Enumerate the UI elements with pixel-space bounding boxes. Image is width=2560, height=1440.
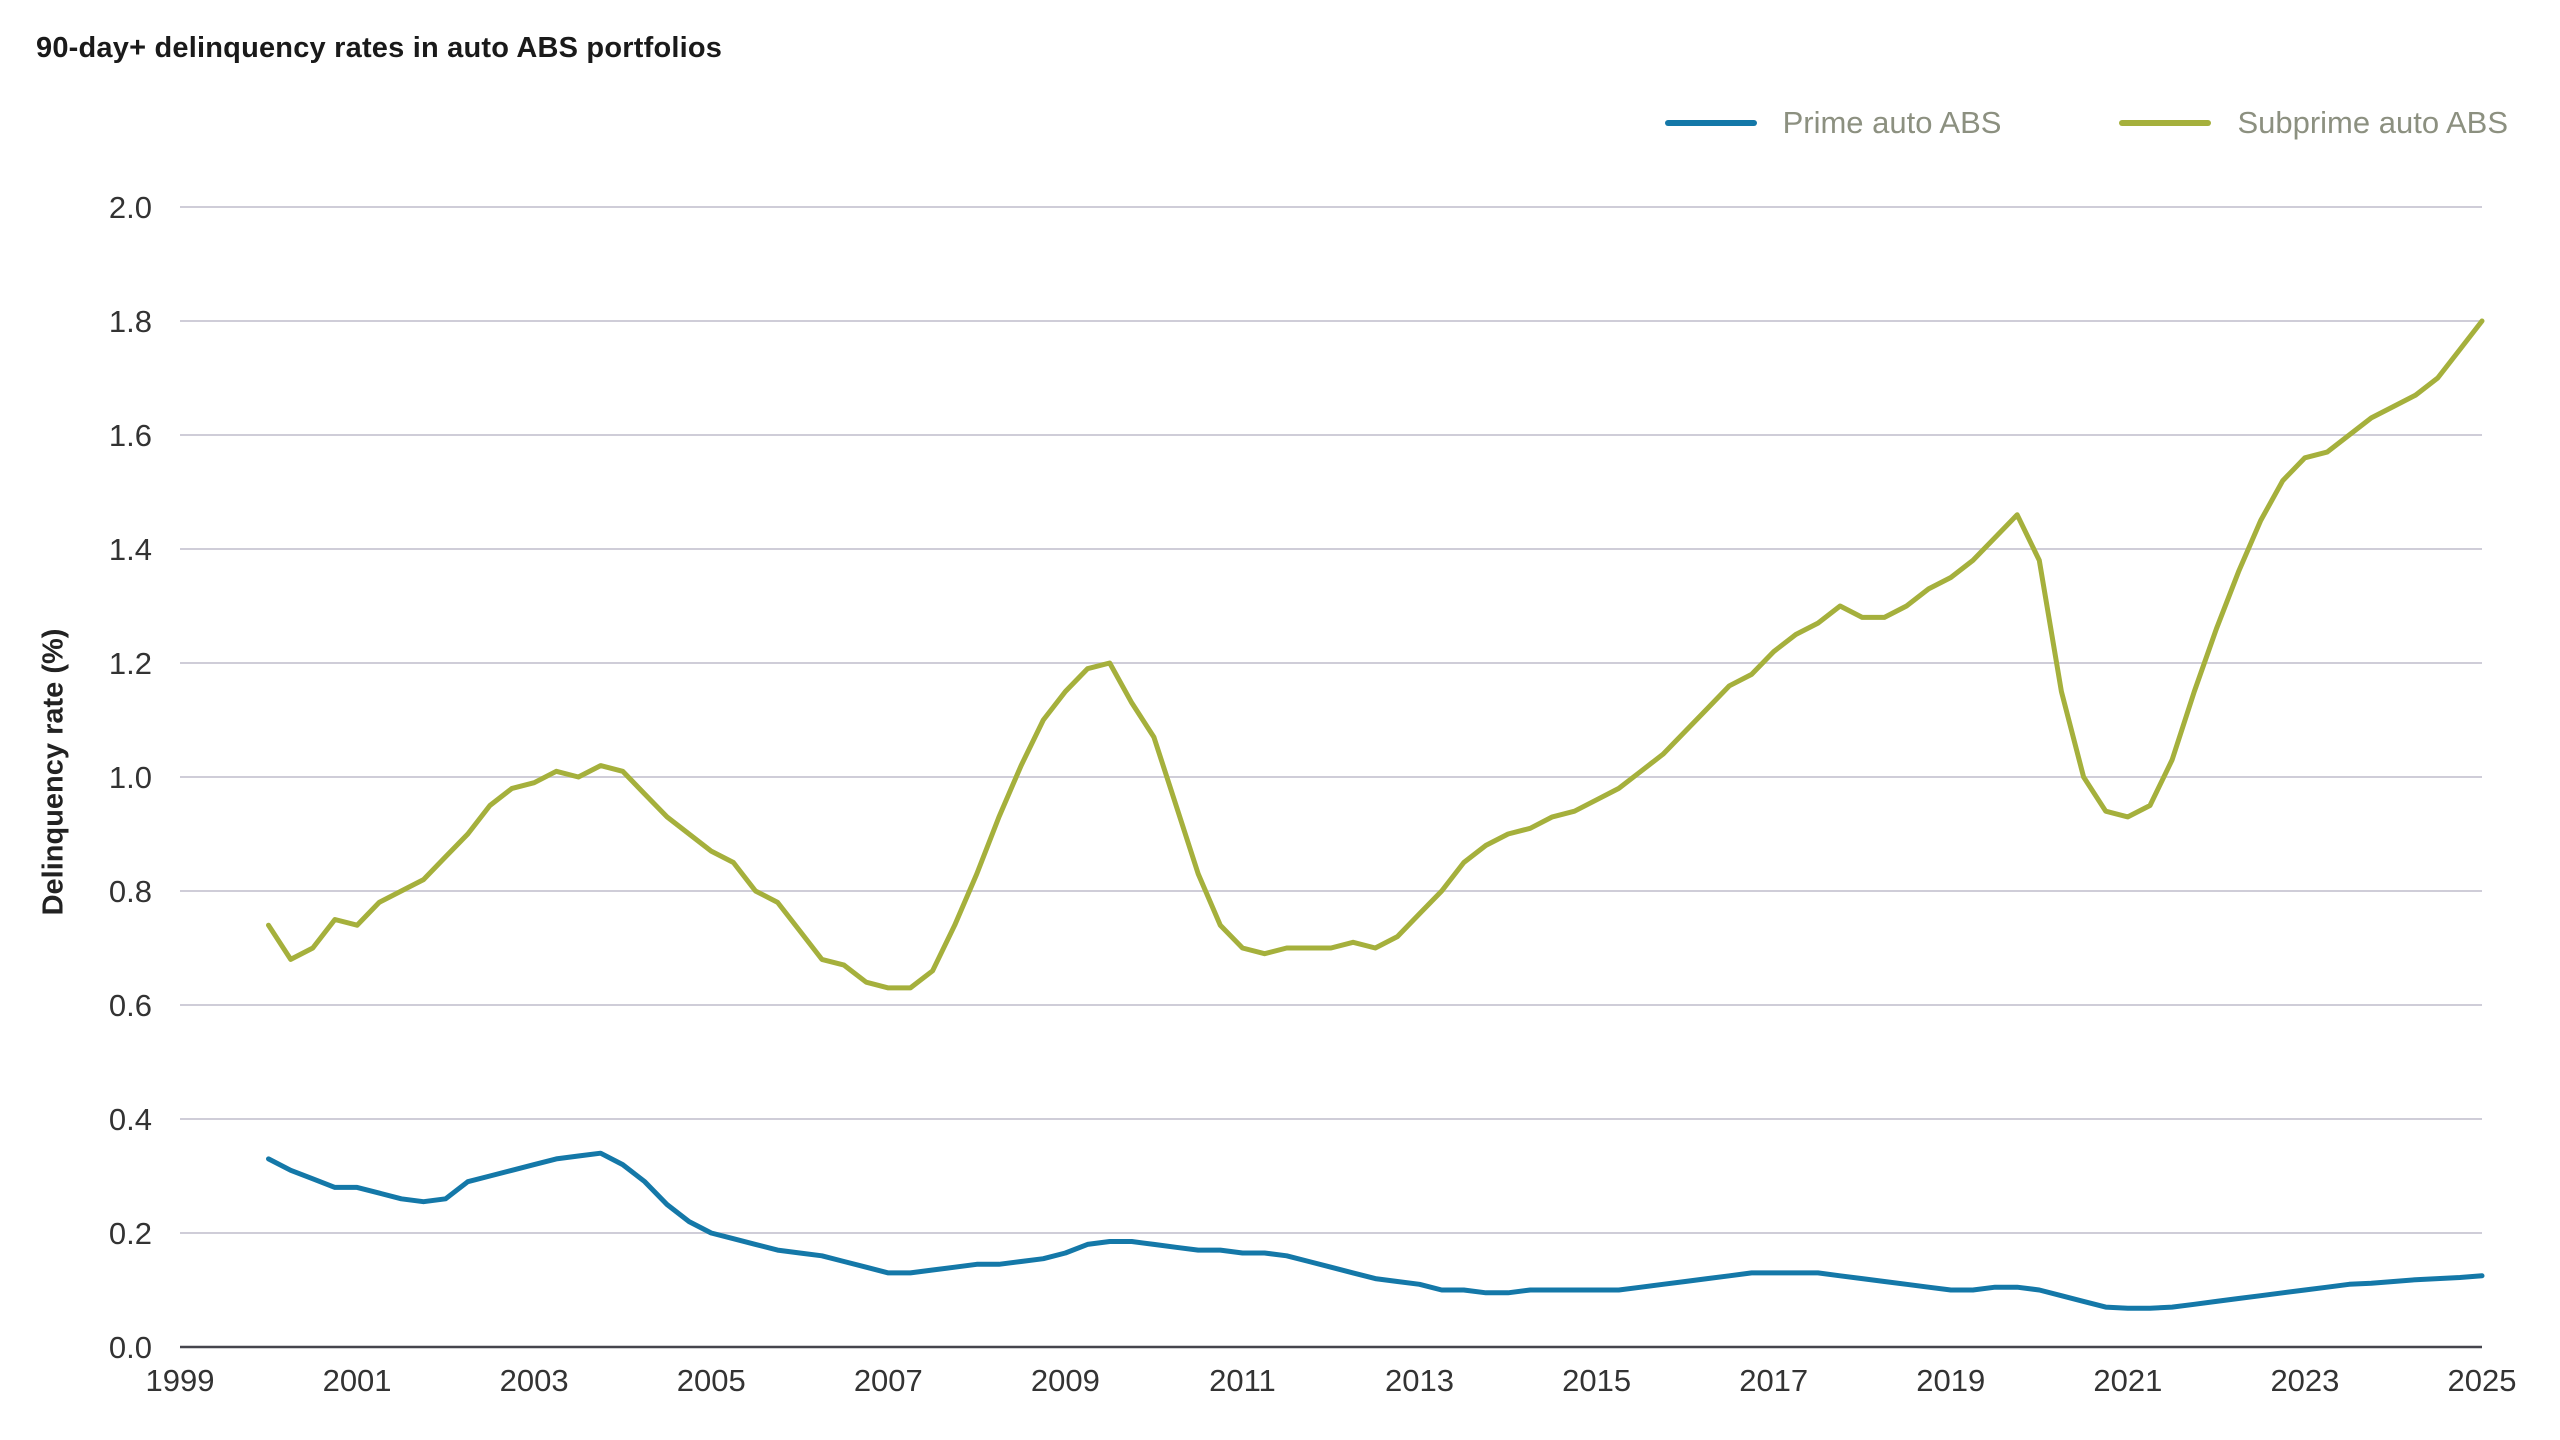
- y-tick-label: 1.8: [109, 304, 152, 339]
- y-tick-label: 0.6: [109, 988, 152, 1023]
- y-tick-label: 2.0: [109, 190, 152, 225]
- x-tick-label: 2007: [854, 1363, 923, 1398]
- y-tick-label: 1.0: [109, 760, 152, 795]
- legend-item-prime: Prime auto ABS: [1664, 105, 2002, 141]
- subprime-line-swatch: [2119, 120, 2212, 126]
- x-tick-label: 1999: [146, 1363, 215, 1398]
- x-tick-label: 2013: [1385, 1363, 1454, 1398]
- y-tick-label: 0.4: [109, 1102, 152, 1137]
- y-tick-label: 0.2: [109, 1216, 152, 1251]
- x-tick-label: 2011: [1209, 1363, 1276, 1398]
- y-tick-label: 0.8: [109, 874, 152, 909]
- x-tick-label: 2009: [1031, 1363, 1100, 1398]
- legend: Prime auto ABS Subprime auto ABS: [1664, 105, 2508, 141]
- x-tick-label: 2019: [1916, 1363, 1985, 1398]
- series-line-prime: [266, 1150, 2485, 1311]
- x-tick-label: 2015: [1562, 1363, 1631, 1398]
- prime-line-swatch: [1664, 120, 1757, 126]
- x-tick-label: 2003: [500, 1363, 569, 1398]
- x-tick-label: 2001: [323, 1363, 392, 1398]
- x-tick-label: 2025: [2448, 1363, 2517, 1398]
- series-line-subprime: [266, 318, 2485, 991]
- x-tick-label: 2017: [1739, 1363, 1808, 1398]
- chart-title: 90-day+ delinquency rates in auto ABS po…: [36, 32, 723, 64]
- legend-item-subprime: Subprime auto ABS: [2119, 105, 2508, 141]
- y-tick-label: 1.2: [109, 646, 152, 681]
- x-tick-label: 2005: [677, 1363, 746, 1398]
- y-tick-label: 1.6: [109, 418, 152, 453]
- x-tick-label: 2023: [2270, 1363, 2339, 1398]
- y-tick-label: 0.0: [109, 1330, 152, 1365]
- y-tick-label: 1.4: [109, 532, 152, 567]
- legend-label-prime: Prime auto ABS: [1782, 105, 2002, 140]
- legend-label-subprime: Subprime auto ABS: [2237, 105, 2508, 140]
- x-tick-label: 2021: [2093, 1363, 2162, 1398]
